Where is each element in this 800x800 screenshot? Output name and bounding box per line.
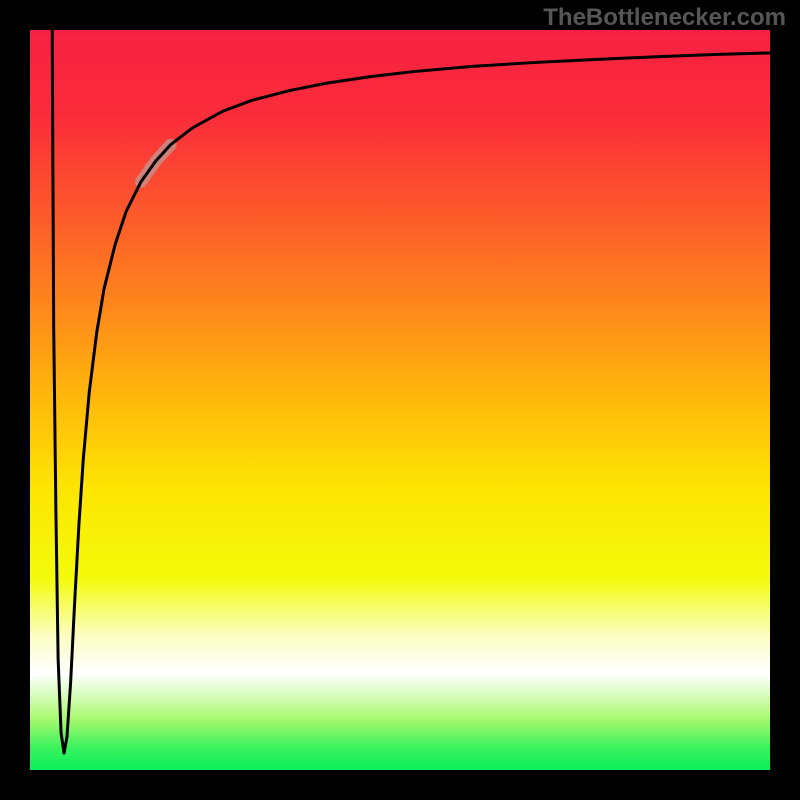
watermark-text: TheBottlenecker.com — [543, 4, 786, 32]
chart-frame: TheBottlenecker.com — [0, 0, 800, 800]
plot-area — [30, 30, 770, 770]
